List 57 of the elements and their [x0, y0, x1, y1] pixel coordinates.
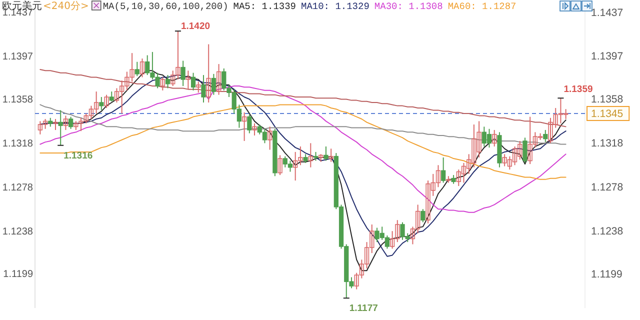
- candlestick: [211, 73, 216, 96]
- candlestick: [308, 142, 313, 168]
- legend-title: MA(5,10,30,60,100,200): [102, 1, 228, 12]
- y-tick-label: 1.1437: [2, 8, 34, 19]
- candlestick: [252, 122, 257, 136]
- y2-tick-label: 1.1238: [591, 225, 624, 238]
- candlestick: [216, 64, 222, 96]
- candlestick: [242, 112, 247, 142]
- candlestick: [201, 74, 206, 104]
- annotation: 1.1420: [180, 21, 210, 32]
- y2-tick-label: 1.1437: [591, 6, 624, 19]
- candlestick: [420, 208, 426, 223]
- candlestick: [134, 61, 140, 77]
- candlestick: [328, 148, 334, 162]
- candlestick: [324, 146, 328, 162]
- candlestick: [522, 137, 528, 164]
- annotation: 1.1316: [64, 150, 93, 162]
- candlestick: [53, 118, 58, 130]
- y2-tick-label: 1.1397: [591, 50, 624, 63]
- candlestick: [492, 129, 497, 147]
- y-tick-label: 1.1278: [2, 182, 34, 194]
- y-tick-label: 1.1238: [2, 226, 34, 238]
- annotation: 1.1177: [349, 303, 378, 314]
- candlestick: [180, 60, 186, 87]
- candlestick: [278, 154, 282, 176]
- candlestick: [140, 58, 145, 78]
- candlestick: [99, 96, 104, 111]
- chart-subtitle: <240分>: [43, 0, 89, 12]
- ref-line-label: 1.1345: [591, 108, 624, 120]
- candlestick: [104, 94, 109, 108]
- text: MA30: 1.1308: [374, 1, 444, 12]
- candlestick: [196, 81, 201, 94]
- y-tick-label: 1.1358: [2, 94, 34, 106]
- y2-tick-label: 1.1199: [591, 268, 622, 280]
- candlestick: [109, 91, 114, 102]
- candlestick: [190, 72, 196, 91]
- candlestick: [68, 116, 74, 130]
- candlestick: [247, 114, 252, 134]
- candlestick: [160, 76, 165, 91]
- candlestick: [58, 110, 63, 146]
- candlestick: [165, 74, 170, 89]
- y2-tick-label: 1.1278: [591, 181, 624, 194]
- candlestick: [268, 126, 272, 150]
- candlestick: [441, 156, 446, 184]
- y2-tick-label: 1.1358: [591, 94, 624, 106]
- candlestick: [543, 129, 548, 143]
- y-tick-label: 1.1199: [3, 269, 34, 280]
- candlestick: [63, 115, 68, 130]
- y-tick-label: 1.1318: [2, 138, 34, 150]
- text: MA10: 1.1329: [301, 1, 370, 12]
- candlestick: [186, 70, 190, 90]
- y2-tick-label: 1.1318: [591, 138, 624, 150]
- y-tick-label: 1.1397: [2, 52, 34, 63]
- text: MA5: 1.1339: [233, 1, 296, 12]
- annotation: 1.1359: [564, 84, 593, 96]
- candlestick: [206, 44, 211, 104]
- text: MA60: 1.1287: [448, 1, 516, 12]
